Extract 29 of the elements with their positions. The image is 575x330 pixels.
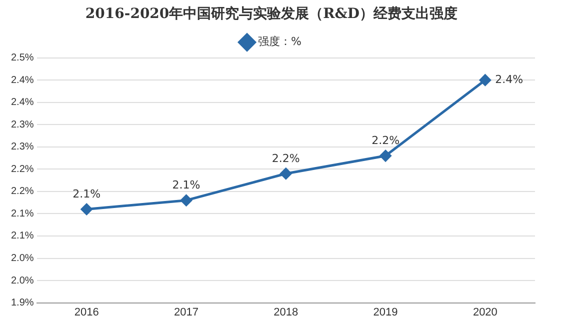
y-tick-label: 2.1%	[10, 230, 34, 242]
y-tick-label: 2.4%	[10, 97, 34, 108]
y-tick-label: 1.9%	[10, 298, 34, 309]
point	[180, 194, 192, 206]
data-label: 2.1%	[72, 188, 101, 201]
y-tick-label: 2.5%	[10, 52, 34, 64]
x-tick-label: 2020	[472, 306, 498, 318]
y-tick-label: 2.2%	[10, 186, 34, 198]
x-tick-label: 2016	[74, 306, 99, 318]
y-tick-label: 2.3%	[10, 142, 34, 153]
data-label: 2.2%	[272, 152, 300, 165]
point	[479, 74, 491, 86]
y-tick-label: 2.0%	[10, 253, 34, 264]
y-tick-label: 2.4%	[10, 74, 34, 86]
y-tick-label: 2.3%	[10, 119, 34, 130]
x-tick-label: 2017	[174, 306, 198, 318]
point	[380, 150, 392, 162]
x-tick-label: 2018	[274, 306, 298, 318]
data-label: 2.1%	[172, 178, 200, 192]
data-label: 2.2%	[372, 134, 400, 148]
point	[280, 168, 292, 180]
chart-title: 2016-2020年中国研究与实验发展（R&D）经费支出强度	[85, 5, 458, 22]
y-tick-label: 2.0%	[10, 275, 34, 286]
y-tick-label: 2.1%	[10, 208, 34, 220]
legend-label: 强度：%	[258, 35, 302, 48]
y-tick-label: 2.2%	[10, 164, 34, 175]
x-tick-label: 2019	[373, 306, 398, 318]
point	[80, 204, 92, 216]
data-label: 2.4%	[495, 72, 524, 86]
